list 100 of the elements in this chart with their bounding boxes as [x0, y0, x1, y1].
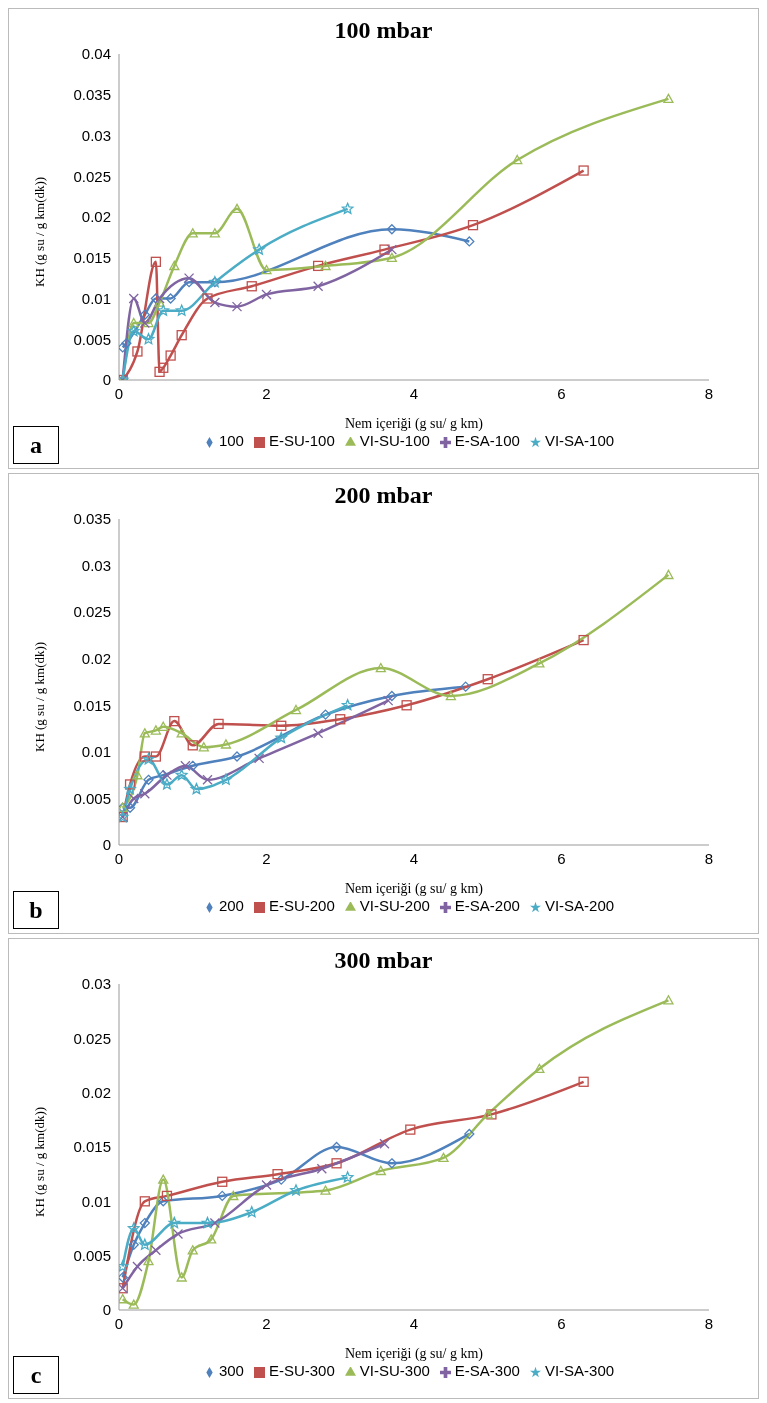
point	[158, 1174, 169, 1184]
x-tick-label: 0	[114, 384, 124, 402]
legend-label: VI-SU-200	[359, 897, 430, 914]
point	[320, 709, 331, 720]
point	[320, 1185, 331, 1195]
x-tick-label: 8	[704, 1314, 714, 1332]
point	[663, 93, 674, 104]
point	[253, 243, 266, 255]
point	[341, 202, 354, 214]
y-tick-label: 0.025	[73, 167, 111, 185]
point	[482, 1109, 493, 1119]
legend-label: 300	[218, 1362, 244, 1379]
point	[128, 293, 139, 304]
point	[128, 317, 139, 328]
y-tick-label: 0	[102, 836, 111, 854]
point	[119, 1293, 128, 1304]
point	[119, 1272, 128, 1283]
y-axis-title: KH (g su / g km(dk))	[31, 1106, 47, 1217]
point	[150, 725, 162, 735]
x-tick-label: 2	[262, 849, 271, 867]
y-tick-label: 0.03	[81, 975, 111, 993]
point	[165, 350, 176, 361]
y-tick-label: 0.04	[81, 45, 111, 63]
point	[331, 1158, 342, 1169]
point	[331, 1141, 342, 1153]
x-tick-label: 4	[409, 849, 419, 867]
point	[183, 277, 195, 288]
point	[154, 297, 165, 307]
point	[341, 699, 354, 711]
point	[150, 751, 162, 762]
legend-label: E-SA-300	[454, 1362, 520, 1379]
point	[335, 714, 346, 725]
y-tick-label: 0.02	[81, 208, 111, 226]
point	[512, 154, 523, 165]
x-tick-label: 8	[704, 384, 714, 402]
point	[176, 330, 187, 341]
point	[139, 317, 150, 329]
y-tick-label: 0.03	[81, 126, 111, 144]
point	[276, 1174, 287, 1185]
point	[175, 304, 188, 316]
point	[534, 1063, 545, 1074]
point	[124, 802, 136, 813]
point	[121, 338, 132, 349]
point	[383, 695, 394, 706]
point	[138, 1238, 151, 1250]
point	[206, 1234, 217, 1244]
point	[142, 333, 155, 345]
point	[663, 995, 674, 1005]
point	[578, 1076, 589, 1087]
point	[231, 751, 243, 762]
point	[228, 1190, 239, 1201]
x-axis-title: Nem içeriği (g su/ g km)	[344, 416, 484, 432]
point	[143, 317, 154, 328]
point	[231, 301, 243, 312]
point	[375, 662, 386, 673]
legend-label: VI-SA-300	[544, 1362, 615, 1379]
y-tick-label: 0.015	[73, 249, 111, 267]
point	[158, 769, 169, 781]
text: a	[13, 426, 59, 464]
chart-title: 200 mbar	[333, 482, 434, 509]
point	[175, 768, 188, 781]
point	[217, 1176, 228, 1187]
legend-label: 100	[218, 432, 244, 449]
y-axis-title: KH (g su / g km(dk))	[31, 641, 47, 752]
point	[467, 220, 479, 231]
chart-title: 300 mbar	[333, 947, 434, 974]
point	[272, 1169, 283, 1180]
point	[290, 1184, 302, 1196]
point	[124, 782, 136, 795]
point	[213, 718, 224, 730]
point	[375, 1165, 386, 1176]
y-tick-label: 0.02	[81, 1083, 111, 1101]
y-tick-label: 0.02	[81, 650, 111, 668]
point	[169, 260, 180, 271]
point	[445, 690, 457, 701]
point	[161, 778, 173, 790]
point	[187, 228, 198, 238]
point	[220, 739, 232, 749]
y-tick-label: 0.005	[73, 1246, 111, 1264]
point	[386, 1158, 398, 1169]
point	[127, 324, 140, 337]
x-tick-label: 8	[704, 849, 714, 867]
legend-label: VI-SA-100	[544, 432, 615, 449]
point	[187, 740, 198, 751]
point	[209, 297, 221, 308]
y-tick-label: 0.025	[73, 1029, 111, 1047]
x-axis-title: Nem içeriği (g su/ g km)	[344, 1346, 484, 1362]
y-tick-label: 0	[102, 1301, 111, 1319]
point	[386, 244, 398, 255]
point	[438, 1152, 449, 1163]
point	[482, 674, 493, 685]
point	[312, 728, 324, 739]
point	[124, 779, 136, 790]
legend-label: E-SU-100	[268, 432, 335, 449]
point	[187, 760, 198, 771]
legend-label: 200	[218, 897, 244, 914]
point	[261, 264, 272, 275]
point	[128, 793, 139, 804]
point	[169, 715, 180, 727]
point	[341, 1171, 354, 1183]
